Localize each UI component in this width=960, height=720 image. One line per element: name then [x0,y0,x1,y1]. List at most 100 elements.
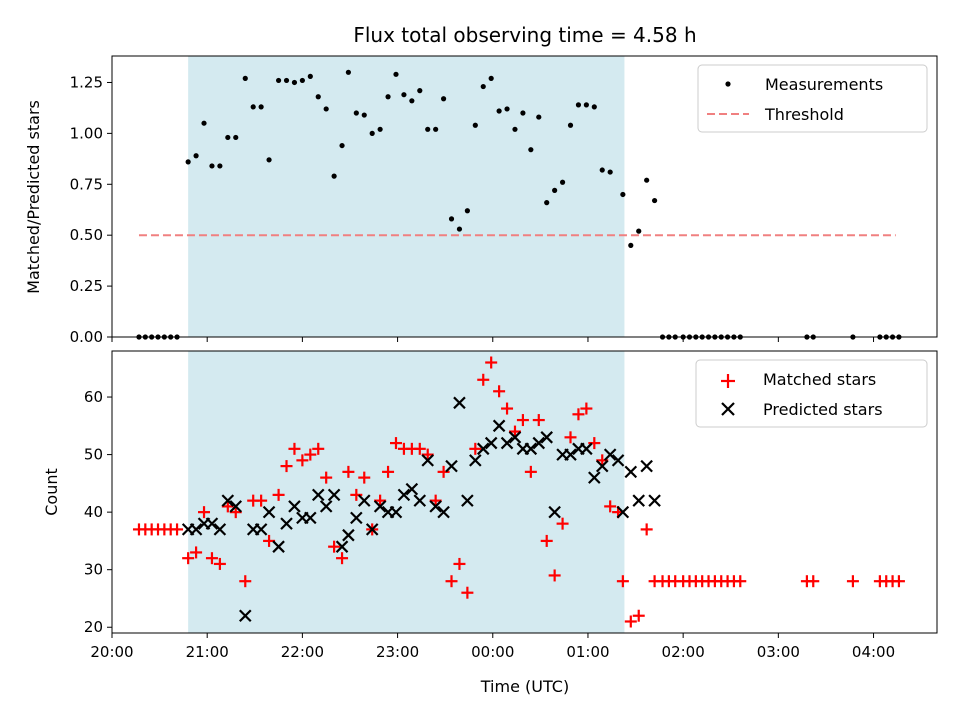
matched-star-point [564,431,577,444]
predicted-star-point [319,500,333,513]
predicted-star-stroke [595,459,609,473]
matched-star-point [374,494,387,507]
measurement-point [315,94,321,100]
predicted-star-point [429,500,442,513]
predicted-star-stroke [524,442,538,456]
measurement-point [339,142,345,149]
predicted-star-point [350,511,363,525]
matched-star-point [171,523,184,536]
predicted-star-point [357,494,371,507]
measurement-point [552,187,558,193]
matched-star-point [540,534,553,547]
matched-star-point [312,442,325,455]
measurement-point [299,77,305,84]
predicted-star-point [624,465,638,479]
predicted-star-point [254,523,268,536]
predicted-star-point [342,528,355,542]
bottom-x-tick-label: 23:00 [376,643,419,661]
bottom-y-tick-label: 50 [84,446,103,464]
top-legend: Measurements Threshold [697,64,928,133]
measurement-point [417,88,423,94]
predicted-star-stroke [304,511,317,525]
predicted-star-stroke [540,431,553,444]
top-y-tick-label: 1.00 [70,124,103,142]
matched-star-point [624,615,637,628]
predicted-stars-points [181,396,661,623]
predicted-star-stroke [469,454,482,467]
predicted-star-stroke [189,523,203,536]
predicted-star-point [564,448,577,461]
predicted-star-stroke [357,494,371,507]
bottom-x-tick-label: 02:00 [662,643,705,661]
legend-predicted-marker [721,402,735,416]
top-y-axis: 0.00 0.25 0.50 0.75 1.00 1.25 [70,73,112,346]
bottom-x-tick-label: 21:00 [186,643,229,661]
matched-star-point [239,575,252,588]
matched-star-point [389,437,402,450]
matched-star-point [358,471,371,484]
predicted-star-point [304,511,317,525]
predicted-star-stroke [335,540,349,553]
top-observing-span [188,56,625,337]
legend-matched-label: Matched stars [763,370,876,389]
predicted-star-stroke [624,465,638,479]
measurement-point [599,167,605,173]
predicted-star-point [437,505,450,519]
matched-star-point [596,454,609,467]
predicted-star-stroke [213,523,227,536]
predicted-star-stroke [373,500,387,513]
measurement-point [651,197,658,204]
top-y-tick-label: 0.00 [70,328,103,346]
predicted-star-point [405,482,419,496]
predicted-star-point [213,523,227,536]
measurement-point [448,216,455,222]
predicted-star-point [492,419,506,433]
measurement-point [504,106,510,112]
measurement-point [644,177,650,183]
predicted-star-point [365,523,379,536]
measurement-point [620,191,626,198]
bottom-y-tick-label: 30 [84,561,103,579]
matched-star-point [508,425,521,438]
measurement-point [528,147,534,153]
predicted-star-point [262,505,276,519]
predicted-star-stroke [548,505,561,519]
matched-star-point [213,557,226,570]
bottom-legend-box [695,359,928,428]
bottom-x-tick-label: 00:00 [471,643,514,661]
measurement-point [283,77,290,84]
predicted-star-point [461,494,474,507]
matched-star-point [229,506,242,519]
predicted-star-point [532,436,546,450]
measurement-point [209,163,215,169]
predicted-star-point [632,494,646,507]
matched-star-point [413,442,426,455]
measurement-point [628,242,634,248]
legend-threshold-label: Threshold [764,105,844,124]
matched-star-point [892,575,905,588]
predicted-star-stroke [640,459,653,473]
matched-star-point [304,448,317,461]
bottom-y-tick-label: 60 [84,388,103,406]
bottom-x-tick-label: 20:00 [90,643,133,661]
predicted-star-point [588,471,601,484]
top-plot-frame [111,55,938,338]
predicted-star-stroke [365,523,379,536]
measurement-point [266,157,272,163]
bottom-x-axis: 20:00 21:00 22:00 23:00 00:00 01:00 02:00 03:00… [90,633,895,661]
measurement-point [331,173,337,179]
measurement-point [575,102,582,108]
predicted-star-stroke [272,540,285,553]
bottom-panel: 20 30 40 50 60 20:00 21:00 22:00 23:00 00:00 01:0… [42,350,938,696]
measurement-point [409,98,415,104]
predicted-star-point [548,505,561,519]
matched-star-point [296,454,309,467]
measurement-point [377,126,383,132]
matched-star-point [807,575,820,588]
predicted-star-stroke [588,471,601,484]
matched-star-point [263,534,276,547]
matched-star-point [421,448,434,461]
measurement-point [536,114,542,120]
measurement-point [472,122,478,128]
predicted-star-point [238,609,252,623]
